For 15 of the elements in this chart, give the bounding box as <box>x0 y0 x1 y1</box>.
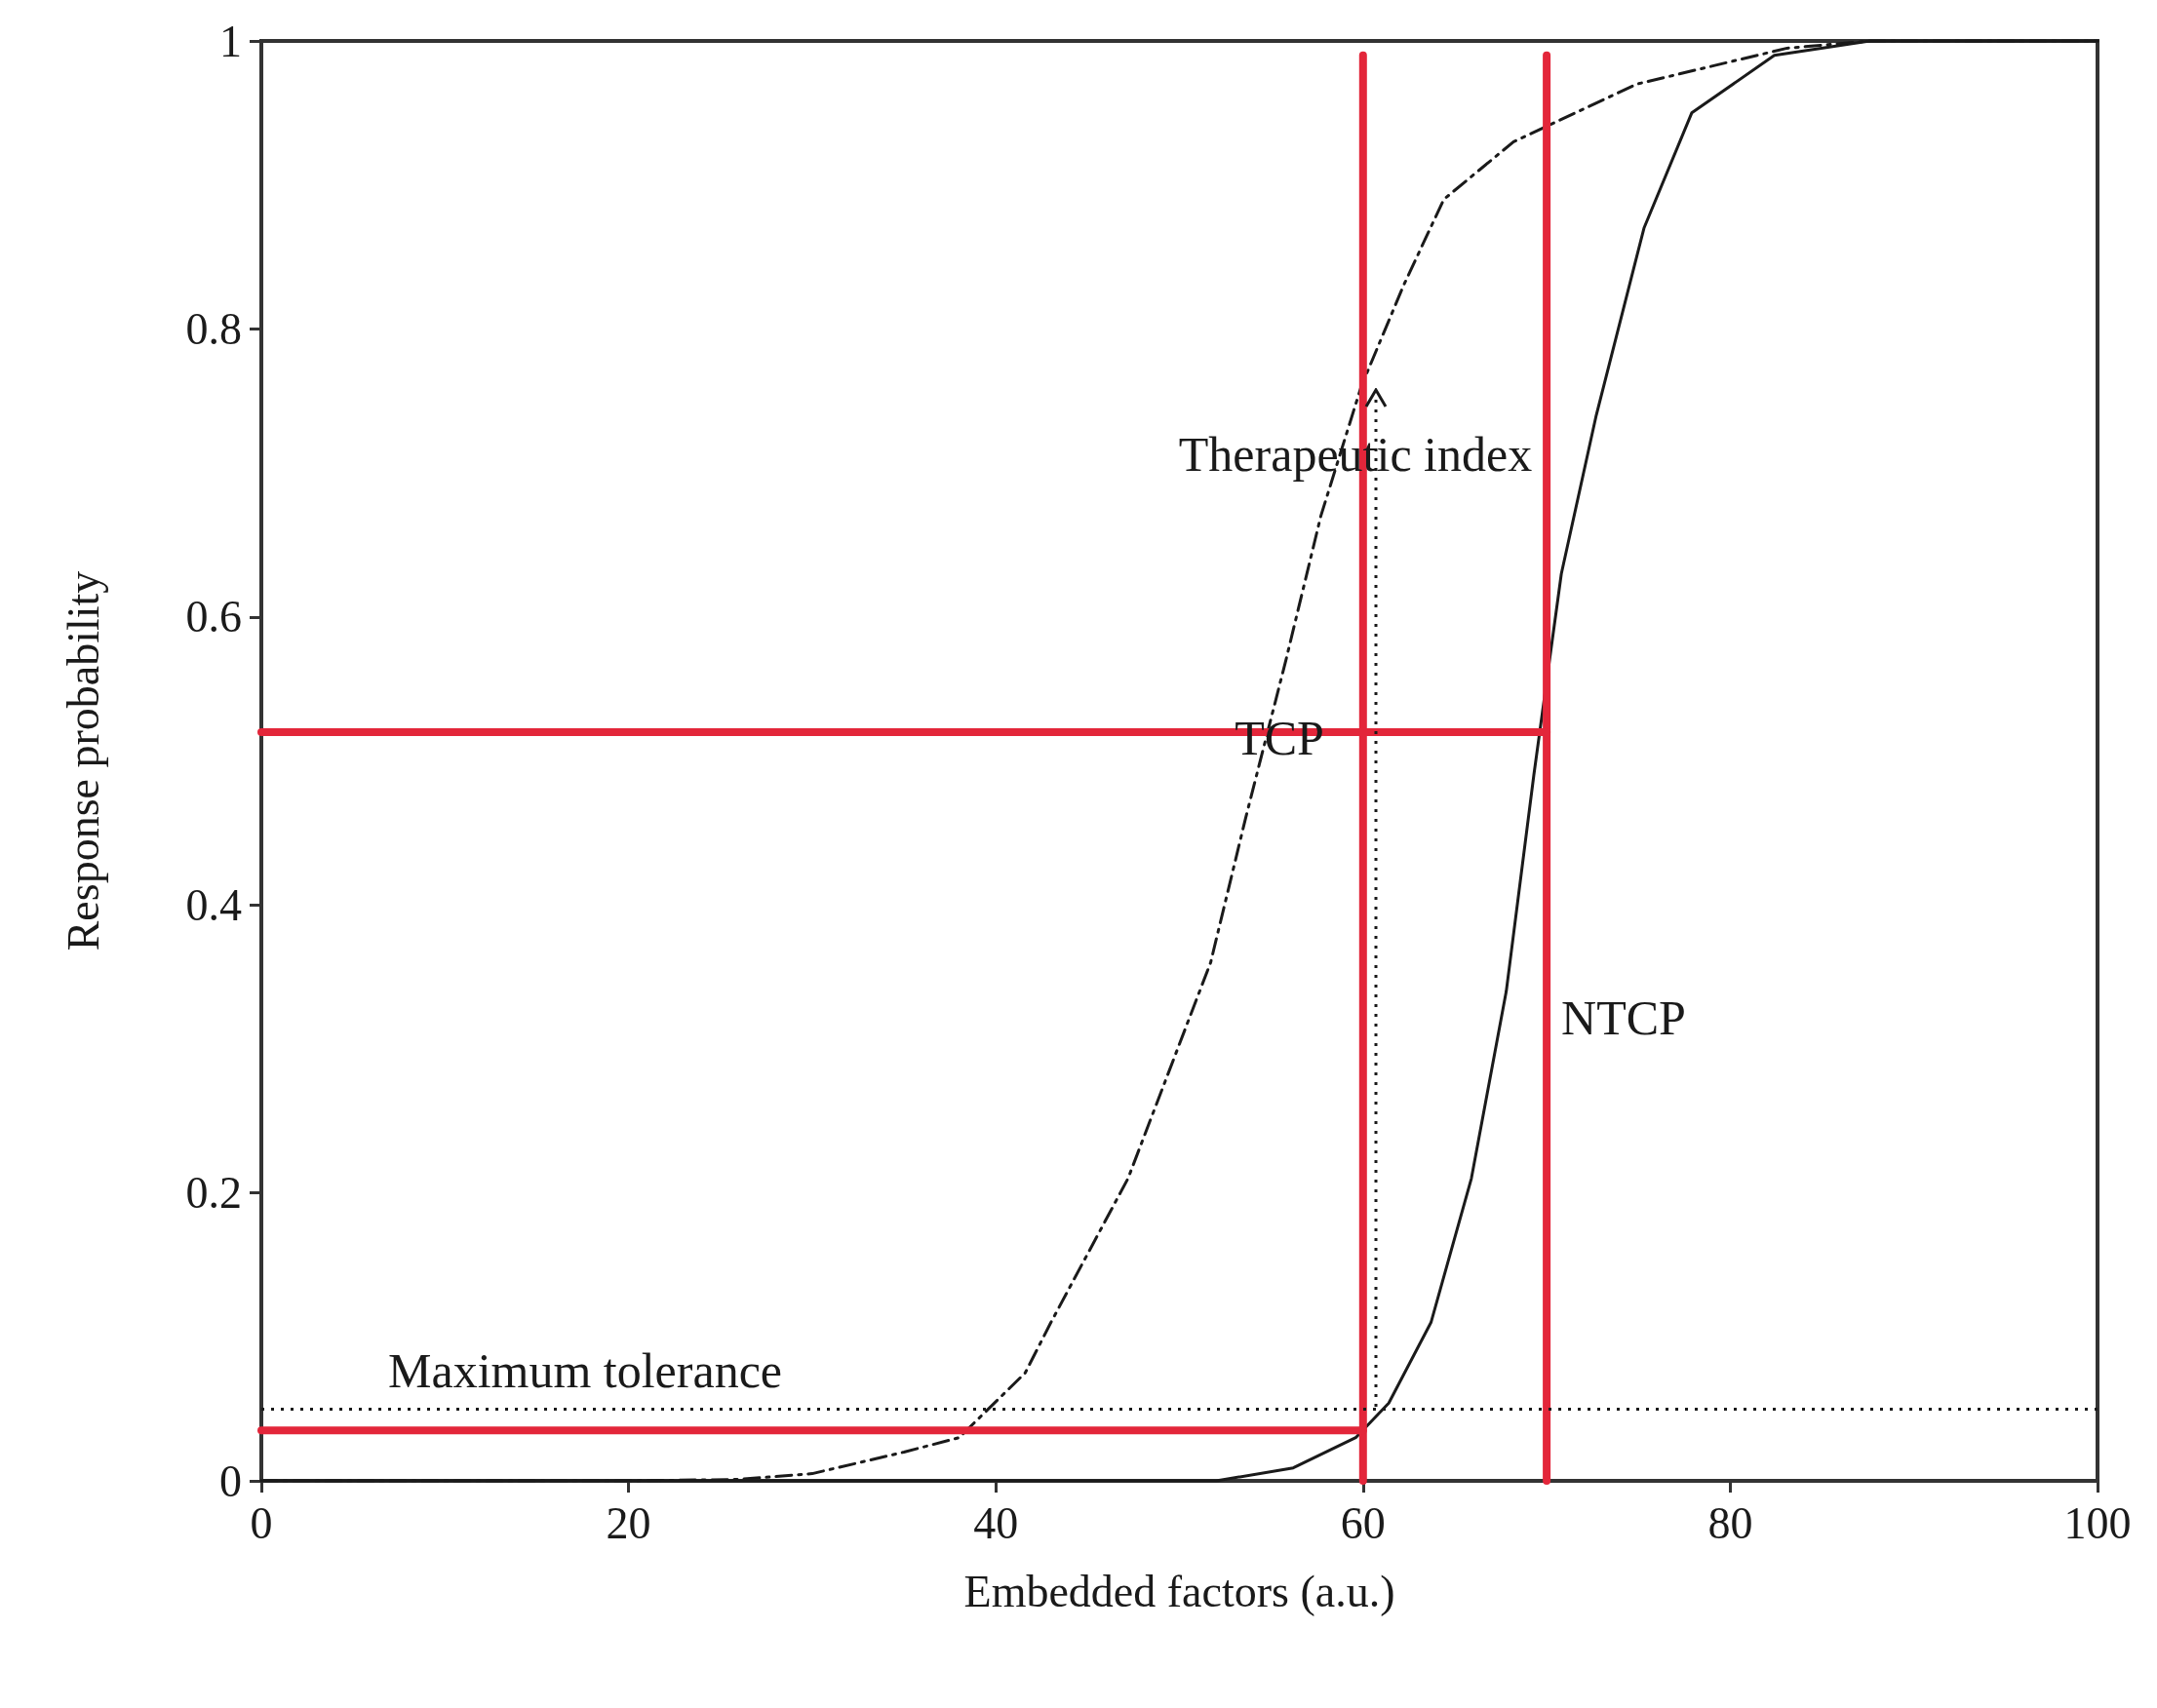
x-tick-label: 20 <box>606 1497 651 1548</box>
x-tick-label: 60 <box>1340 1497 1386 1548</box>
x-axis-title: Embedded factors (a.u.) <box>963 1566 1395 1616</box>
y-tick-label: 1 <box>219 16 242 66</box>
y-tick-label: 0.6 <box>185 592 242 642</box>
y-tick-label: 0 <box>219 1456 242 1506</box>
x-tick-label: 100 <box>2063 1497 2132 1548</box>
y-tick-label: 0.4 <box>185 879 242 930</box>
x-tick-label: 80 <box>1707 1497 1753 1548</box>
ref-line-label: Maximum tolerance <box>388 1343 783 1399</box>
x-tick-label: 40 <box>973 1497 1019 1548</box>
y-tick-label: 0.8 <box>185 303 242 354</box>
y-tick-label: 0.2 <box>185 1168 242 1219</box>
y-axis-title: Response probability <box>58 570 108 951</box>
annotation: NTCP <box>1561 990 1686 1045</box>
